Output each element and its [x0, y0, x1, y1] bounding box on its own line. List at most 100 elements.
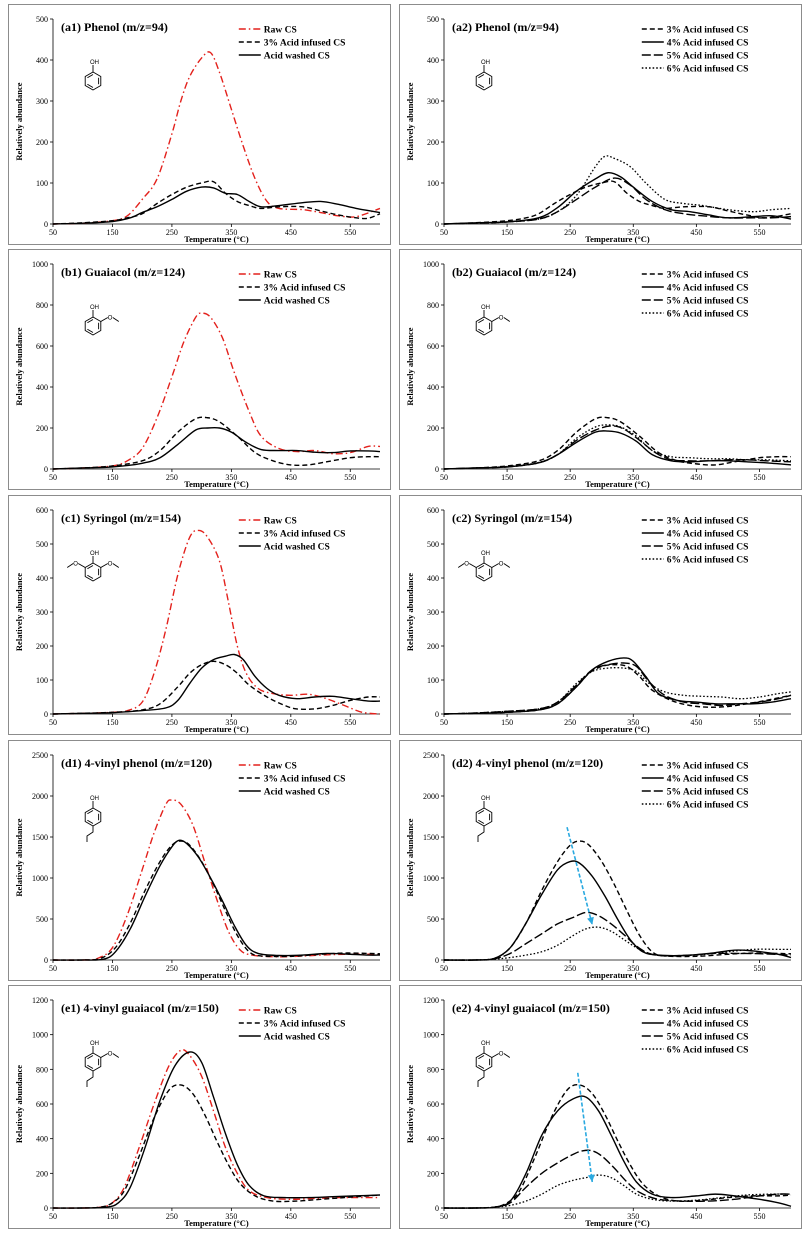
hydroxyl-label: OH: [90, 60, 99, 66]
x-axis-label: Temperature (°C): [585, 724, 650, 734]
x-tick-label: 550: [753, 228, 765, 237]
y-tick-label: 400: [427, 56, 439, 65]
x-tick-label: 450: [690, 473, 702, 482]
legend-label: Acid washed CS: [264, 297, 330, 307]
series-line-2: [443, 430, 792, 470]
x-axis-label: Temperature (°C): [184, 724, 249, 734]
x-tick-label: 150: [106, 718, 118, 727]
x-tick-label: 550: [344, 1212, 356, 1221]
chart-panel-d2: 0 500 1000 1500 2000 2500 50 150 250 350 450 550 Tem…: [399, 740, 802, 981]
x-tick-label: 250: [564, 228, 576, 237]
x-tick-label: 550: [344, 964, 356, 973]
x-tick-label: 50: [49, 1212, 57, 1221]
x-axis-label: Temperature (°C): [585, 970, 650, 980]
y-tick-label: 1000: [423, 874, 439, 883]
x-tick-label: 350: [225, 473, 237, 482]
y-tick-label: 200: [427, 424, 439, 433]
x-tick-label: 450: [690, 718, 702, 727]
methyl-bond-icon: [503, 1053, 511, 1058]
y-axis-label: Relatively abundance: [14, 327, 24, 405]
y-tick-label: 300: [36, 97, 48, 106]
x-tick-label: 550: [344, 228, 356, 237]
benzene-ring-icon: [475, 71, 493, 91]
vinyl-group-icon: [86, 826, 94, 842]
legend-label: 6% Acid infused CS: [667, 310, 749, 320]
x-tick-label: 450: [285, 473, 297, 482]
chart-title: (a1) Phenol (m/z=94): [61, 20, 168, 34]
hydroxyl-label: OH: [90, 305, 99, 311]
y-tick-label: 600: [36, 1100, 48, 1109]
x-tick-label: 250: [166, 228, 178, 237]
legend-label: 6% Acid infused CS: [667, 65, 749, 75]
x-tick-label: 50: [49, 718, 57, 727]
chart-panel-e2: 0 200 400 600 800 1000 1200 50 150 250 350 450 550 Te…: [399, 985, 802, 1229]
hydroxyl-label: OH: [481, 60, 490, 66]
legend-label: 3% Acid infused CS: [264, 1020, 346, 1030]
double-bond-icon: [87, 83, 94, 88]
y-tick-label: 500: [427, 540, 439, 549]
legend-label: Raw CS: [264, 517, 297, 527]
x-tick-label: 50: [440, 1212, 448, 1221]
trend-arrow-head-icon: [587, 1174, 595, 1182]
chart-panel-b1: 0 200 400 600 800 1000 50 150 250 350 450 550 Temper…: [8, 249, 391, 490]
x-tick-label: 250: [564, 718, 576, 727]
x-axis-label: Temperature (°C): [585, 234, 650, 244]
x-tick-label: 350: [225, 228, 237, 237]
x-tick-label: 350: [627, 718, 639, 727]
chart-panel-d1: 0 500 1000 1500 2000 2500 50 150 250 350 450 550 Tem…: [8, 740, 391, 981]
series-line-1: [52, 51, 381, 225]
y-tick-label: 1000: [32, 260, 48, 269]
y-tick-label: 0: [44, 710, 48, 719]
x-tick-label: 550: [753, 1212, 765, 1221]
x-tick-label: 150: [501, 718, 513, 727]
x-tick-label: 150: [501, 1212, 513, 1221]
legend-label: 4% Acid infused CS: [667, 284, 749, 294]
y-tick-label: 0: [435, 465, 439, 474]
x-tick-label: 450: [690, 1212, 702, 1221]
y-tick-label: 400: [36, 1135, 48, 1144]
chart-svg-b1: 0 200 400 600 800 1000 50 150 250 350 450 550 Temper…: [14, 260, 381, 489]
chart-svg-d2: 0 500 1000 1500 2000 2500 50 150 250 350 450 550 Tem…: [405, 751, 792, 980]
legend-label: 5% Acid infused CS: [667, 788, 749, 798]
legend-label: Acid washed CS: [264, 788, 330, 798]
legend-label: 4% Acid infused CS: [667, 1020, 749, 1030]
y-tick-label: 800: [36, 301, 48, 310]
series-line-3: [52, 186, 381, 225]
y-axis-label: Relatively abundance: [405, 1065, 415, 1143]
methyl-bond-icon: [503, 563, 511, 568]
oxygen-label: O: [73, 562, 78, 568]
vinylphenol-structure-icon: OH: [84, 796, 102, 842]
series-line-1: [443, 180, 792, 225]
y-tick-label: 100: [427, 676, 439, 685]
x-tick-label: 50: [440, 228, 448, 237]
y-tick-label: 400: [427, 574, 439, 583]
y-tick-label: 2000: [32, 792, 48, 801]
x-tick-label: 250: [166, 473, 178, 482]
series-line-2: [52, 1084, 381, 1209]
hydroxyl-label: OH: [90, 551, 99, 557]
y-tick-label: 0: [435, 956, 439, 965]
series-line-4: [443, 1174, 792, 1209]
legend-label: 3% Acid infused CS: [264, 530, 346, 540]
x-tick-label: 250: [166, 718, 178, 727]
methyl-bond-icon: [112, 317, 120, 322]
y-tick-label: 100: [36, 179, 48, 188]
legend-label: 3% Acid infused CS: [264, 284, 346, 294]
legend-label: 3% Acid infused CS: [667, 762, 749, 772]
legend-label: 3% Acid infused CS: [264, 39, 346, 49]
y-tick-label: 200: [36, 642, 48, 651]
methoxy-bond-icon: [100, 1053, 109, 1058]
oxygen-label: O: [499, 316, 504, 322]
series-line-3: [52, 1051, 381, 1209]
phenol-structure-icon: OH: [475, 60, 493, 91]
legend-label: Raw CS: [264, 762, 297, 772]
y-tick-label: 600: [427, 342, 439, 351]
legend-label: 4% Acid infused CS: [667, 775, 749, 785]
methyl-bond-icon: [503, 317, 511, 322]
trend-arrow-shaft: [566, 826, 594, 925]
legend-label: Acid washed CS: [264, 1033, 330, 1043]
y-tick-label: 200: [36, 138, 48, 147]
y-tick-label: 500: [36, 15, 48, 24]
x-tick-label: 550: [753, 964, 765, 973]
x-tick-label: 350: [225, 718, 237, 727]
